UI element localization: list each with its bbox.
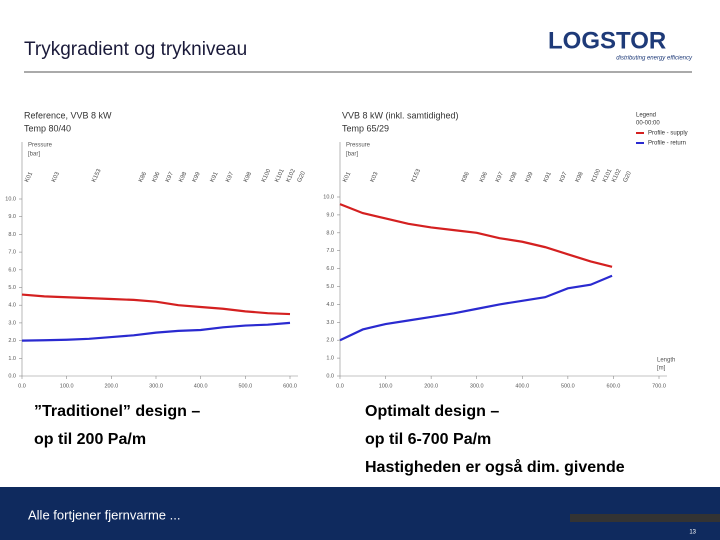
x-tick-label: 200.0 [424, 383, 438, 389]
x-tick-label: 200.0 [104, 383, 118, 389]
x-tick-label: 100.0 [60, 383, 74, 389]
node-label: K97 [225, 171, 235, 184]
y-tick-label: 4.0 [326, 302, 334, 308]
y-axis-label: Pressure [346, 143, 371, 149]
node-label: K98 [178, 171, 188, 184]
node-label: K01 [342, 171, 352, 184]
y-tick-label: 9.0 [326, 212, 334, 218]
x-tick-label: 600.0 [283, 383, 297, 389]
node-label: K101 [602, 168, 614, 184]
y-tick-label: 3.0 [8, 320, 16, 326]
node-label: K86 [138, 171, 148, 184]
page-number: 13 [689, 530, 696, 536]
x-tick-label: 400.0 [515, 383, 529, 389]
series-line [21, 321, 291, 342]
y-axis-label: Pressure [28, 143, 53, 149]
tagline: distributing energy efficiency [616, 56, 693, 62]
y-tick-label: 9.0 [8, 214, 16, 220]
caption: op til 200 Pa/m [34, 431, 146, 448]
node-label: K100 [261, 168, 273, 184]
x-tick-label: 400.0 [194, 383, 208, 389]
y-tick-label: 2.0 [326, 338, 334, 344]
y-tick-label: 0.0 [326, 373, 334, 379]
node-label: K91 [210, 171, 220, 184]
node-label: K03 [370, 171, 380, 184]
y-tick-label: 10.0 [5, 196, 16, 202]
node-label: K96 [152, 171, 162, 184]
y-tick-label: 1.0 [326, 356, 334, 362]
x-axis-unit: [m] [657, 366, 666, 372]
y-tick-label: 1.0 [8, 356, 16, 362]
series-line [21, 293, 291, 316]
y-tick-label: 10.0 [323, 194, 334, 200]
node-label: K91 [543, 171, 553, 184]
node-label: K153 [91, 168, 103, 184]
y-tick-label: 7.0 [326, 248, 334, 254]
caption: ”Traditionel” design – [34, 403, 200, 420]
node-label: K03 [51, 171, 61, 184]
node-label: K98 [575, 171, 585, 184]
node-label: K98 [509, 171, 519, 184]
legend-label: Profile - return [648, 141, 686, 147]
pipe-graphic [570, 514, 720, 522]
chart-subtitle: Temp 65/29 [342, 123, 389, 133]
footer-band [0, 487, 720, 540]
x-axis-label: Length [657, 358, 675, 364]
x-tick-label: 0.0 [336, 383, 344, 389]
node-label: K153 [411, 168, 423, 184]
node-label: K97 [559, 171, 569, 184]
legend-title: Legend [636, 113, 656, 119]
x-tick-label: 300.0 [470, 383, 484, 389]
chart-title: VVB 8 kW (inkl. samtidighed) [342, 110, 459, 120]
caption: Optimalt design – [365, 403, 499, 420]
node-label: K97 [495, 171, 505, 184]
y-tick-label: 4.0 [8, 303, 16, 309]
node-label: K100 [591, 168, 603, 184]
footer-text: Alle fortjener fjernvarme ... [28, 507, 180, 522]
x-tick-label: 100.0 [379, 383, 393, 389]
x-tick-label: 0.0 [18, 383, 26, 389]
node-label: K101 [274, 168, 286, 184]
y-tick-label: 7.0 [8, 250, 16, 256]
y-axis-unit: [bar] [346, 152, 358, 158]
y-tick-label: 8.0 [8, 232, 16, 238]
y-tick-label: 0.0 [8, 373, 16, 379]
slide-title: Trykgradient og trykniveau [24, 39, 247, 60]
caption: op til 6-700 Pa/m [365, 431, 491, 448]
node-label: K86 [461, 171, 471, 184]
node-label: K102 [286, 168, 298, 184]
node-label: K97 [165, 171, 175, 184]
node-label: K99 [192, 171, 202, 184]
x-tick-label: 500.0 [238, 383, 252, 389]
caption: Hastigheden er også dim. givende [365, 458, 625, 476]
y-tick-label: 3.0 [326, 320, 334, 326]
chart-subtitle: Temp 80/40 [24, 123, 71, 133]
node-label: K96 [479, 171, 489, 184]
x-tick-label: 600.0 [607, 383, 621, 389]
x-tick-label: 700.0 [652, 383, 666, 389]
y-tick-label: 6.0 [326, 266, 334, 272]
y-tick-label: 5.0 [326, 284, 334, 290]
y-tick-label: 6.0 [8, 267, 16, 273]
x-tick-label: 300.0 [149, 383, 163, 389]
series-line [339, 274, 613, 342]
node-label: G20 [623, 170, 634, 183]
node-label: K99 [525, 171, 535, 184]
node-label: K01 [24, 171, 34, 184]
node-label: K98 [243, 171, 253, 184]
y-tick-label: 2.0 [8, 338, 16, 344]
y-axis-unit: [bar] [28, 152, 40, 158]
legend-label: Profile - supply [648, 131, 688, 137]
legend-subtitle: 00-00:00 [636, 121, 660, 127]
series-line [339, 203, 613, 268]
y-tick-label: 8.0 [326, 230, 334, 236]
logo: LOGSTOR [548, 27, 666, 54]
node-label: K102 [611, 168, 623, 184]
node-label: G20 [297, 170, 308, 183]
x-tick-label: 500.0 [561, 383, 575, 389]
chart-title: Reference, VVB 8 kW [24, 110, 112, 120]
y-tick-label: 5.0 [8, 285, 16, 291]
